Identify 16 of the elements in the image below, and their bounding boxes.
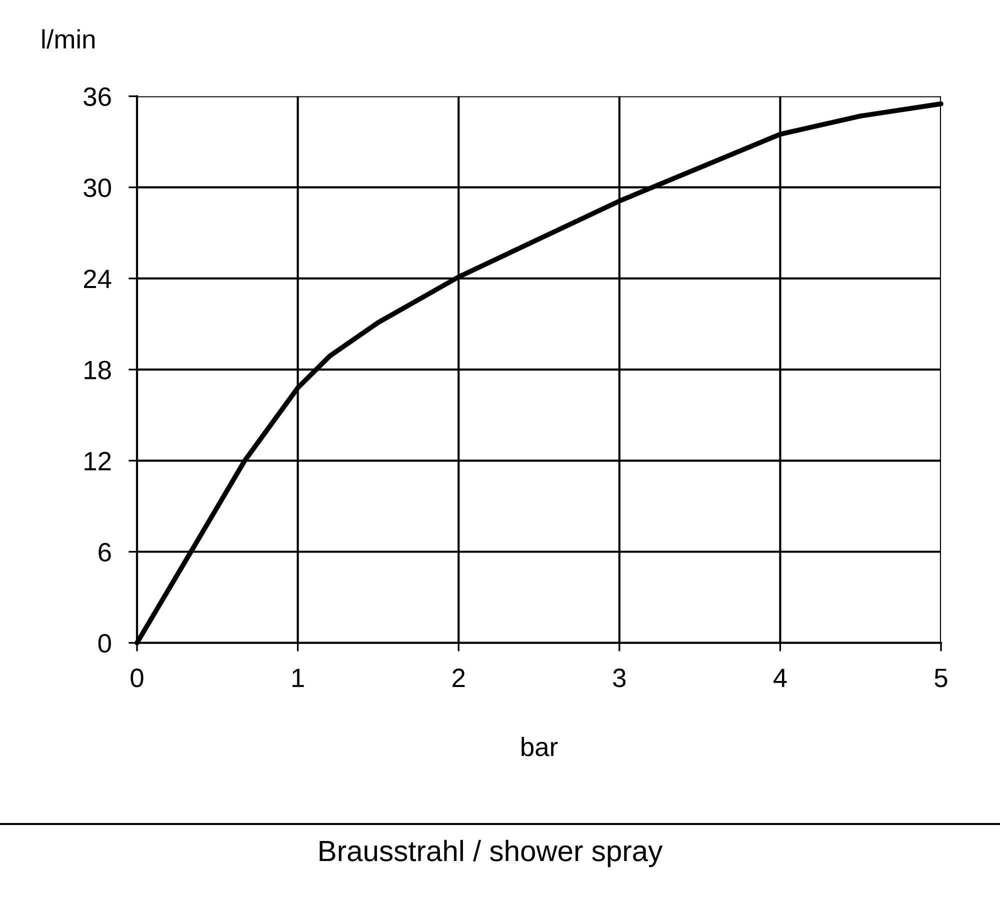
x-tick-label: 5 [934,668,948,688]
text: Brausstrahl / shower spray [320,840,663,868]
y-tick-label: 24 [84,270,112,288]
y-axis-title: l/min [42,29,95,49]
y-tick-label: 36 [84,87,111,106]
y-tick-label: 6 [98,542,111,562]
x-tick-label: 3 [613,668,626,688]
x-tick-label: 1 [292,668,304,687]
y-tick-label: 0 [98,634,111,653]
x-axis-title: bar [522,736,558,756]
x-tick-label: 4 [773,668,787,687]
y-tick-label: 18 [84,360,111,380]
y-tick-label: 12 [84,452,111,470]
x-tick-label: 2 [452,668,465,687]
y-tick-label: 30 [84,178,111,198]
x-tick-label: 0 [130,668,144,688]
